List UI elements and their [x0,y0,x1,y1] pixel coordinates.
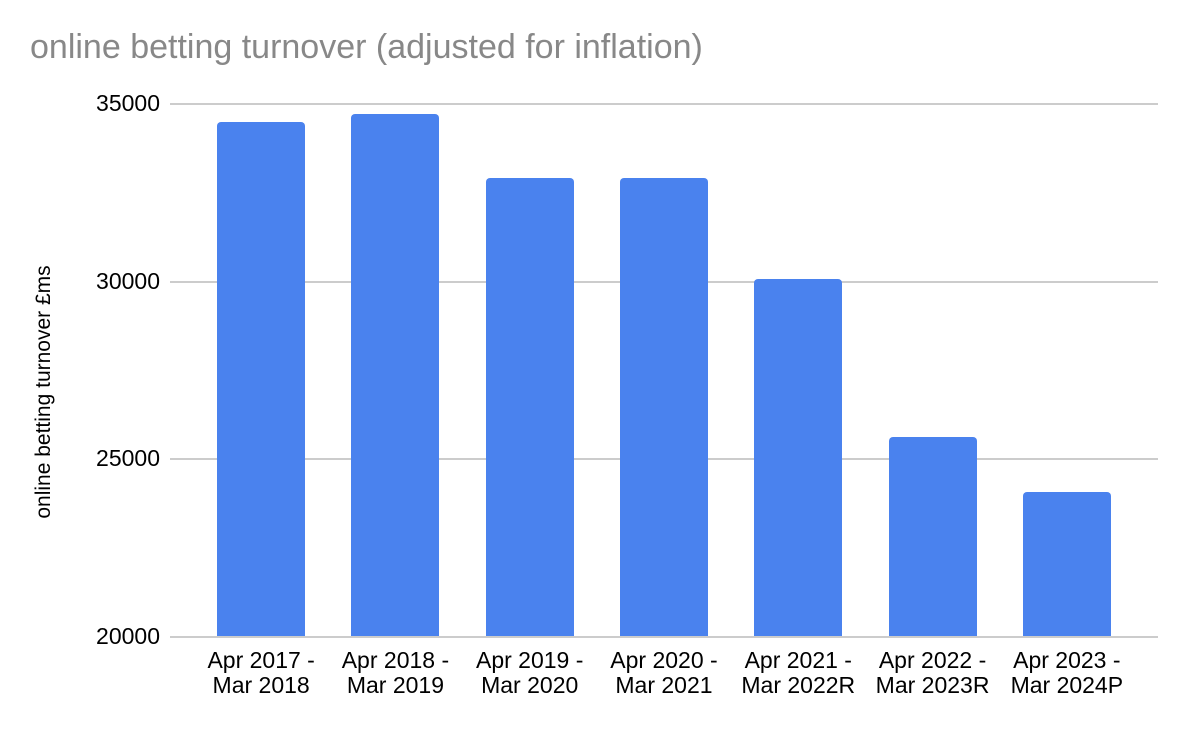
y-tick-label: 25000 [96,445,160,472]
x-tick-label: Apr 2018 - Mar 2019 [341,647,450,698]
bar [351,113,440,637]
bar-slot [194,104,328,637]
bar [217,121,306,637]
y-tick-label: 35000 [96,90,160,116]
gridline [170,103,1158,105]
bar-series [194,104,1134,637]
bar [485,177,574,637]
x-tick-label: Apr 2019 - Mar 2020 [476,647,584,698]
bar [619,177,708,637]
bar-slot [1000,104,1134,637]
x-tick-label: Apr 2021 - Mar 2022R [741,647,856,698]
chart-title: online betting turnover (adjusted for in… [30,28,703,66]
bar [754,279,843,637]
bar-slot [865,104,999,637]
x-tick-label: Apr 2017 - Mar 2018 [207,647,315,698]
bar [1022,492,1111,637]
y-tick-label: 30000 [96,267,160,294]
plot-area [170,103,1158,638]
x-tick-label: Apr 2023 - Mar 2024P [1010,647,1124,698]
x-axis-labels: Apr 2017 - Mar 2018 Apr 2018 - Mar 2019 Ap… [194,648,1134,698]
bar-slot [463,104,597,637]
bar [888,437,977,637]
bar-slot [597,104,731,637]
bar-slot [731,104,865,637]
x-tick-label: Apr 2022 - Mar 2023R [875,647,990,698]
gridline [170,636,1158,638]
y-axis-ticks: 35000 30000 25000 20000 [0,92,160,648]
y-tick-label: 20000 [96,623,160,649]
x-tick-label: Apr 2020 - Mar 2021 [610,647,718,698]
bar-slot [328,104,462,637]
